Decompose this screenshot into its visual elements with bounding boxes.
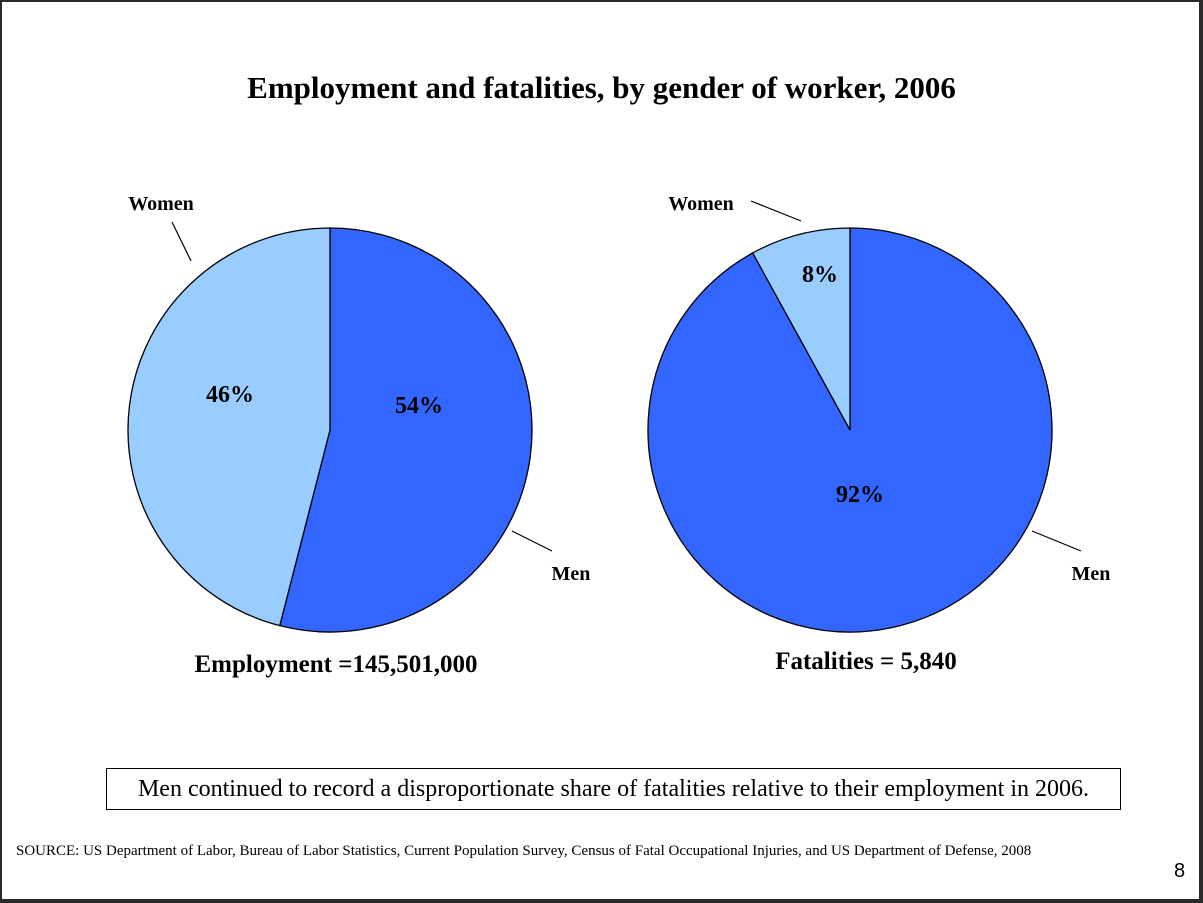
leader-line-employment-women <box>171 221 192 262</box>
legend-label-employment-women: Women <box>128 193 194 215</box>
pie-fatalities: 92% 8% Women Men Fatalities = 5,840 <box>647 193 1111 675</box>
source-note: SOURCE: US Department of Labor, Bureau o… <box>16 843 1032 859</box>
data-label-fatalities-women: 8% <box>802 262 838 288</box>
pie-slice-employment-women <box>127 227 331 627</box>
legend-label-employment-men: Men <box>552 563 591 585</box>
page-number: 8 <box>1174 860 1186 882</box>
pie-slice-fatalities-women <box>751 227 851 431</box>
legend-label-fatalities-women: Women <box>668 193 734 215</box>
caption-employment: Employment =145,501,000 <box>195 651 478 678</box>
data-label-employment-men: 54% <box>395 393 443 419</box>
pie-employment: 54% 46% Women Men Employment =145,501,00… <box>127 193 591 678</box>
chart-title: Employment and fatalities, by gender of … <box>247 70 956 105</box>
leader-line-fatalities-women <box>750 200 802 222</box>
data-label-employment-women: 46% <box>206 382 254 408</box>
pie-slice-employment-men <box>278 227 533 633</box>
data-label-fatalities-men: 92% <box>836 482 884 508</box>
caption-fatalities: Fatalities = 5,840 <box>775 648 957 675</box>
summary-note: Men continued to record a disproportiona… <box>106 768 1121 810</box>
legend-label-fatalities-men: Men <box>1072 563 1111 585</box>
leader-line-fatalities-men <box>1031 530 1082 552</box>
leader-line-employment-men <box>511 530 553 552</box>
